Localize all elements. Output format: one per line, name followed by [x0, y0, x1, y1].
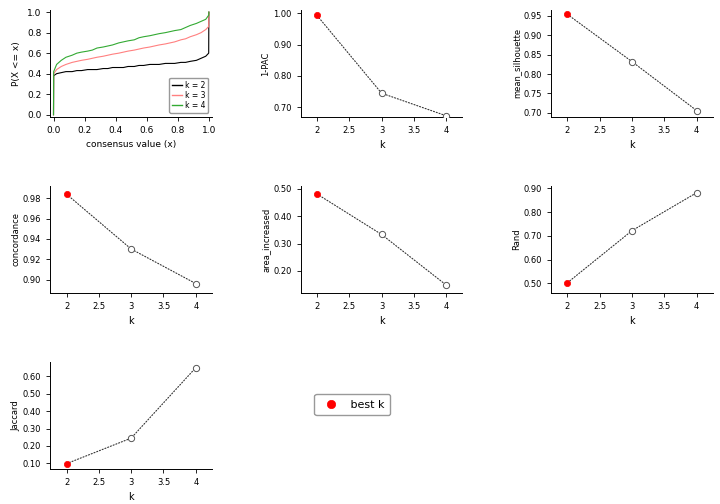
Legend:  best k: best k: [315, 394, 390, 415]
Y-axis label: P(X <= x): P(X <= x): [12, 41, 22, 86]
Y-axis label: mean_silhouette: mean_silhouette: [512, 28, 521, 98]
X-axis label: k: k: [128, 492, 134, 502]
X-axis label: k: k: [629, 140, 635, 150]
X-axis label: k: k: [629, 317, 635, 326]
Y-axis label: area_increased: area_increased: [261, 207, 271, 272]
Y-axis label: Jaccard: Jaccard: [11, 400, 20, 431]
Y-axis label: 1-PAC: 1-PAC: [261, 51, 271, 76]
X-axis label: k: k: [379, 140, 384, 150]
Legend: k = 2, k = 3, k = 4: k = 2, k = 3, k = 4: [169, 78, 208, 113]
X-axis label: consensus value (x): consensus value (x): [86, 140, 176, 149]
X-axis label: k: k: [128, 317, 134, 326]
Y-axis label: Rand: Rand: [512, 229, 521, 250]
X-axis label: k: k: [379, 317, 384, 326]
Y-axis label: concordance: concordance: [11, 212, 20, 267]
